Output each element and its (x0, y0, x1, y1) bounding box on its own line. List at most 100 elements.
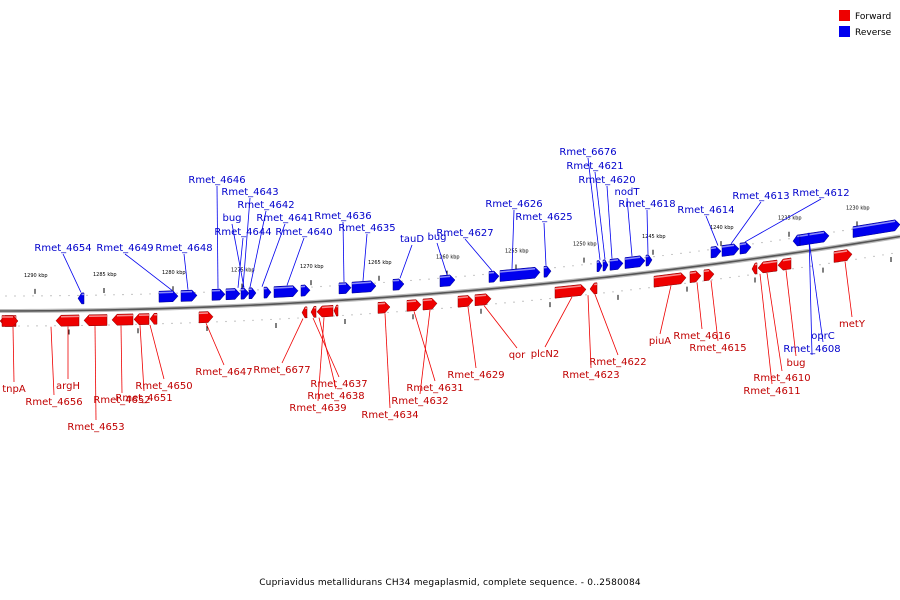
reverse-gene-label: Rmet_4646 (188, 175, 245, 186)
forward-gene (689, 270, 702, 283)
reverse-leader (286, 237, 305, 286)
forward-gene (757, 259, 778, 274)
track-dot (171, 322, 173, 325)
forward-gene-shade (833, 250, 848, 254)
reverse-gene-label: Rmet_4641 (256, 213, 313, 224)
reverse-gene (338, 282, 352, 295)
reverse-leader (237, 237, 244, 288)
track-dot (464, 275, 466, 277)
forward-leader (384, 313, 391, 409)
track-dot (855, 258, 857, 260)
forward-gene-label: Rmet_4638 (307, 391, 364, 402)
forward-gene-label: Rmet_4634 (361, 410, 418, 421)
reverse-gene-label: Rmet_6676 (559, 147, 616, 158)
track-dot (864, 257, 866, 259)
reverse-gene-label: Rmet_4636 (314, 211, 371, 222)
forward-leader (785, 270, 797, 357)
tick-label: 1290 kbp (24, 273, 48, 279)
forward-gene (198, 311, 214, 324)
reverse-gene-label: Rmet_4625 (515, 212, 572, 223)
forward-leader (696, 282, 703, 330)
track-dot (608, 261, 610, 263)
track-dot (522, 300, 524, 302)
forward-leader (659, 285, 672, 335)
track-dot (41, 295, 43, 297)
track-dot (653, 256, 655, 258)
forward-gene (149, 312, 158, 325)
reverse-gene (158, 290, 179, 303)
track-dot (342, 314, 344, 317)
reverse-gene (211, 288, 226, 301)
reverse-leader (124, 253, 173, 291)
track-dot (684, 282, 686, 284)
reverse-gene-shade (624, 256, 641, 260)
reverse-gene-shade (799, 231, 825, 237)
track-dot (279, 318, 281, 320)
reverse-gene-label: Rmet_4640 (275, 227, 332, 238)
reverse-leader (261, 223, 286, 287)
tick-label: 1280 kbp (162, 270, 186, 276)
track-dot (621, 290, 623, 292)
forward-gene (589, 282, 598, 295)
forward-leader (483, 305, 518, 349)
track-dot (819, 264, 821, 266)
track-dot (788, 238, 790, 240)
track-dot (554, 267, 556, 269)
forward-gene (83, 314, 108, 327)
reverse-leader (464, 238, 493, 271)
forward-gene-label: Rmet_4616 (673, 331, 730, 342)
forward-gene-shade (457, 296, 469, 299)
forward-gene-shade (554, 285, 582, 290)
forward-leader (710, 280, 719, 342)
forward-gene-label: metY (839, 319, 866, 330)
track-dot (320, 285, 322, 288)
track-dot (810, 265, 812, 267)
forward-leader (94, 326, 97, 421)
reverse-gene-label: Rmet_4620 (578, 175, 635, 186)
forward-gene (133, 313, 150, 325)
forward-gene-label: Rmet_4637 (310, 379, 367, 390)
forward-gene (333, 304, 339, 317)
forward-leader (759, 273, 773, 385)
track-dot (662, 254, 664, 257)
forward-leader (149, 324, 165, 380)
reverse-gene-shade (721, 244, 735, 248)
reverse-gene-label: Rmet_4643 (221, 187, 278, 198)
forward-gene (377, 301, 391, 314)
reverse-gene-label: Rmet_4608 (783, 344, 840, 355)
track-dot (644, 257, 646, 259)
track-dot (162, 323, 164, 325)
forward-gene-label: plcN2 (531, 349, 559, 360)
reverse-gene-label: oprC (811, 331, 835, 342)
forward-leader (281, 318, 304, 364)
reverse-leader (587, 157, 601, 260)
forward-gene (301, 306, 308, 319)
track-dot (122, 294, 124, 296)
track-dot (720, 278, 722, 280)
track-dot (189, 322, 191, 324)
track-dot (882, 254, 884, 256)
track-dot (833, 231, 835, 233)
track-dot (45, 325, 47, 327)
reverse-leader (594, 171, 606, 260)
forward-leader (544, 296, 573, 348)
track-dot (59, 295, 61, 297)
track-dot (23, 295, 25, 297)
reverse-leader (646, 209, 649, 255)
forward-gene-label: Rmet_4647 (195, 367, 252, 378)
track-dot (603, 292, 605, 294)
reverse-gene-label: tauD (400, 234, 424, 245)
track-dot (801, 266, 803, 269)
reverse-leader (436, 242, 448, 275)
reverse-leader (242, 197, 251, 288)
tick-label: 1255 kbp (505, 249, 529, 255)
forward-gene-label: Rmet_4639 (289, 403, 346, 414)
reverse-gene-label: Rmet_4613 (732, 191, 789, 202)
reverse-leader (342, 221, 345, 283)
reverse-leader (249, 210, 267, 288)
track-dot (176, 292, 178, 294)
reverse-gene-shade (488, 271, 495, 274)
tick-label: 1260 kbp (436, 255, 460, 261)
forward-gene (777, 257, 792, 271)
